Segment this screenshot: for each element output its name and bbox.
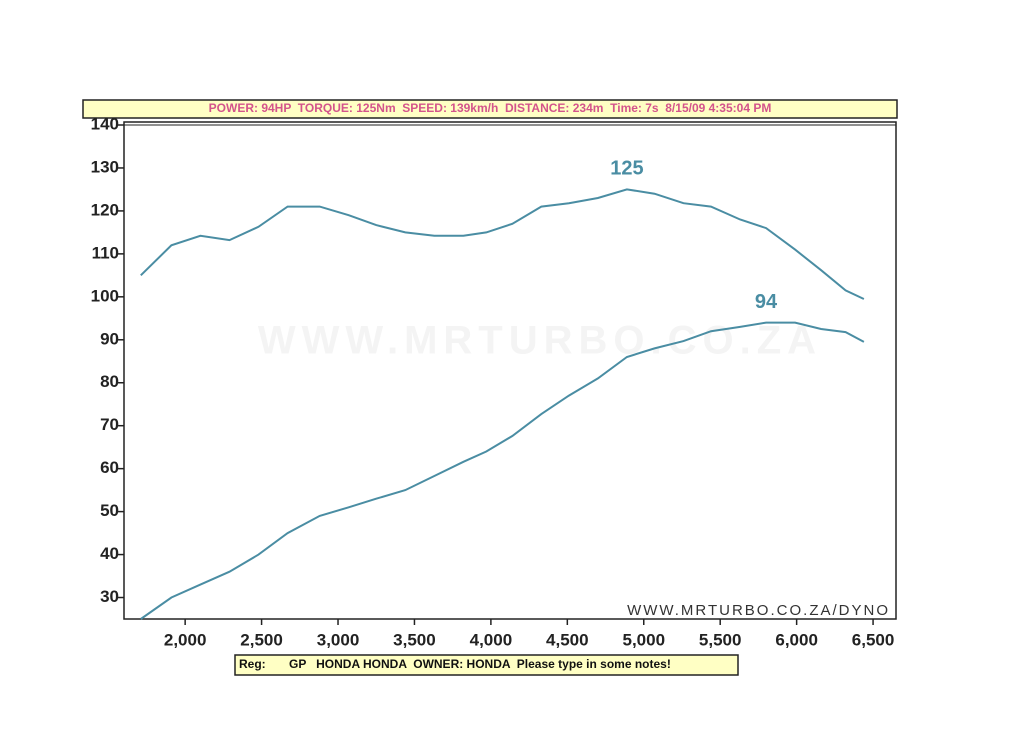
header-box	[82, 99, 898, 119]
y-tick-label: 30	[100, 587, 119, 606]
x-tick-label: 3,500	[393, 630, 436, 649]
x-tick-label: 5,000	[622, 630, 665, 649]
y-tick-label: 110	[92, 243, 119, 262]
series-line	[140, 321, 865, 620]
peak-annotation: 125	[610, 158, 643, 180]
y-tick-label: 40	[100, 544, 119, 563]
y-tick-label: 80	[100, 372, 119, 391]
series-line	[140, 188, 865, 300]
x-tick-label: 6,500	[852, 630, 895, 649]
x-tick-label: 2,500	[240, 630, 283, 649]
x-tick-label: 4,500	[546, 630, 589, 649]
y-tick-label: 120	[91, 200, 119, 219]
x-tick-label: 3,000	[317, 630, 360, 649]
y-tick-label: 60	[100, 458, 119, 477]
y-tick-label: 130	[91, 157, 119, 176]
x-tick-label: 5,500	[699, 630, 742, 649]
y-tick-label: 70	[100, 415, 119, 434]
x-tick-label: 6,000	[775, 630, 818, 649]
chart-title: POWER: 94HP TORQUE: 125Nm SPEED: 139km/h…	[209, 101, 772, 115]
plot-frame	[123, 121, 897, 620]
x-tick-label: 2,000	[164, 630, 207, 649]
y-tick-label: 90	[100, 329, 119, 348]
credit: WWW.MRTURBO.CO.ZA/DYNO	[627, 602, 890, 619]
x-tick-label: 4,000	[470, 630, 513, 649]
watermark: WWW.MRTURBO.CO.ZA	[258, 319, 822, 363]
y-tick-label: 140	[91, 114, 119, 133]
y-tick-label: 50	[100, 501, 119, 520]
notes: Reg: GP HONDA HONDA OWNER: HONDA Please …	[239, 657, 671, 671]
y-tick-label: 100	[91, 286, 119, 305]
notes-box	[234, 654, 739, 676]
peak-annotation: 94	[755, 291, 778, 313]
